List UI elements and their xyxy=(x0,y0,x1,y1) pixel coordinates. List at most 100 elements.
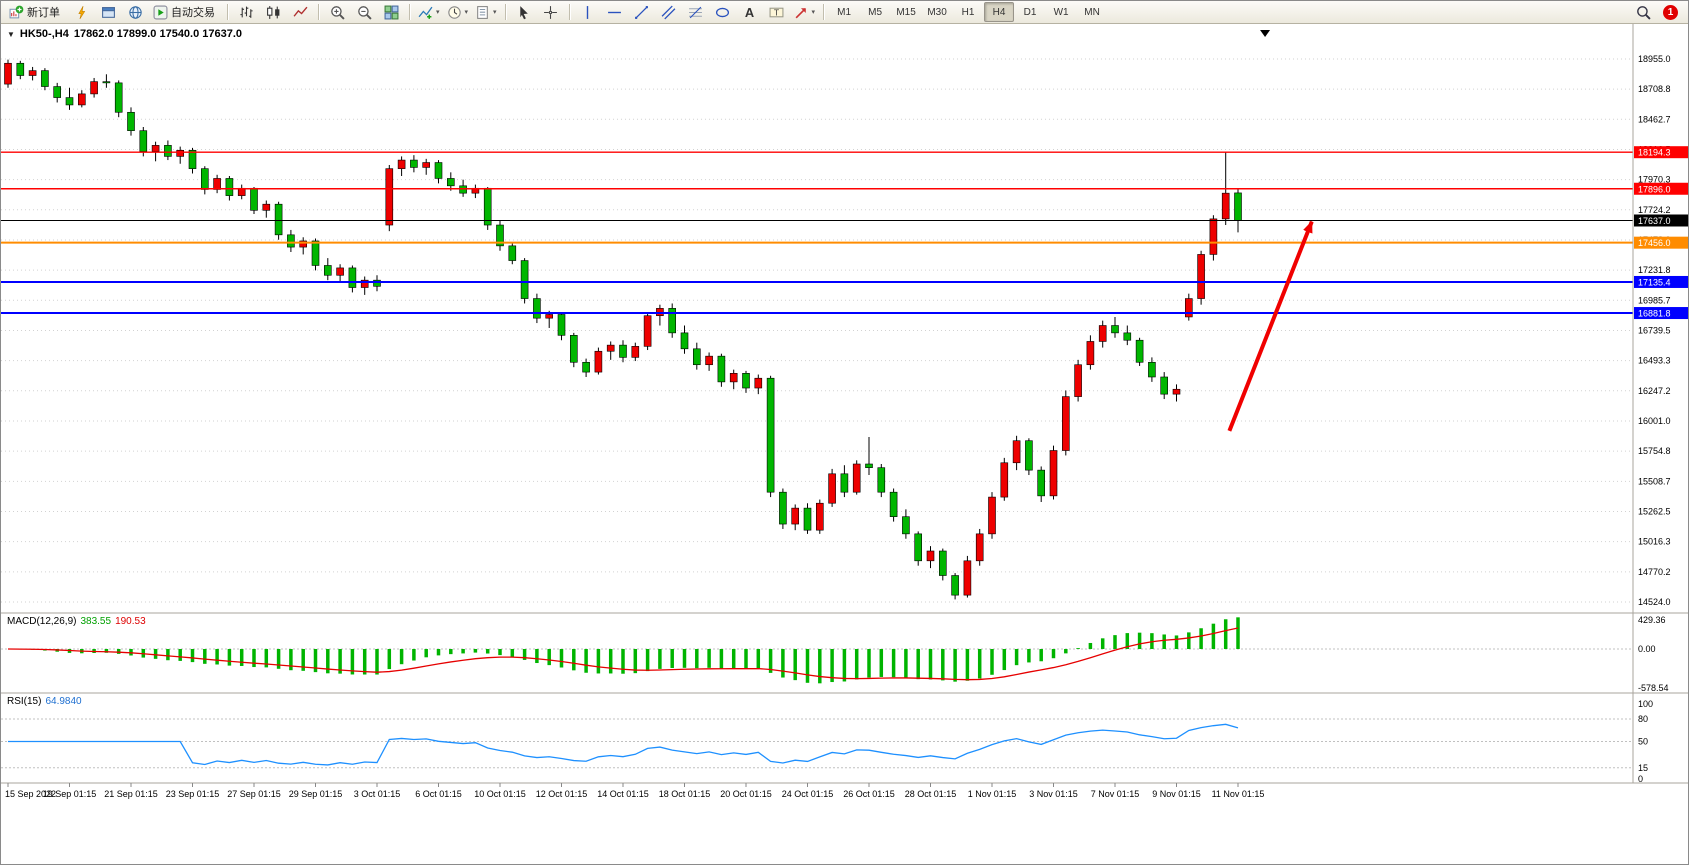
dropdown-caret-icon[interactable]: ▾ xyxy=(464,9,469,16)
candlestick-chart-button[interactable] xyxy=(260,1,286,23)
trendline-button[interactable] xyxy=(629,1,655,23)
price-axis-label: 17970.3 xyxy=(1638,175,1671,185)
chart-window-button[interactable] xyxy=(95,1,121,23)
text-button[interactable]: A xyxy=(737,1,763,23)
candle-body xyxy=(594,350,603,373)
candle-body xyxy=(188,149,197,169)
auto-trading-button[interactable]: 自动交易 xyxy=(149,1,222,23)
fibonacci-button[interactable] xyxy=(683,1,709,23)
arrows-button[interactable]: ▾ xyxy=(791,1,819,23)
notifications-badge[interactable]: 1 xyxy=(1663,4,1678,20)
vertical-line-button[interactable] xyxy=(575,1,601,23)
candle-body xyxy=(852,463,861,493)
text-icon: A xyxy=(742,5,757,20)
timeframe-h4-button[interactable]: H4 xyxy=(984,2,1015,22)
zoom-in-button[interactable] xyxy=(324,1,350,23)
time-axis-label: 7 Nov 01:15 xyxy=(1091,789,1140,799)
timeframe-m1-button[interactable]: M1 xyxy=(829,2,859,22)
channel-icon xyxy=(661,5,676,20)
candle-body xyxy=(705,355,713,366)
toolbar-right: 1 xyxy=(1630,1,1684,23)
candle-body xyxy=(619,344,627,358)
rsi-value: 64.9840 xyxy=(45,696,82,707)
chart-shift-marker[interactable] xyxy=(1260,30,1271,37)
vline-icon xyxy=(580,5,595,20)
candle-body xyxy=(877,467,886,493)
time-axis-label: 18 Oct 01:15 xyxy=(659,789,711,799)
time-axis-label: 23 Sep 01:15 xyxy=(166,789,220,799)
line-chart-button[interactable] xyxy=(287,1,313,23)
candle-body xyxy=(569,335,578,363)
candle-body xyxy=(1221,192,1230,220)
macd-signal-value: 190.53 xyxy=(115,616,146,627)
cursor-icon xyxy=(516,5,531,20)
horizontal-line-button[interactable] xyxy=(602,1,628,23)
svg-text:A: A xyxy=(745,5,754,20)
candle-body xyxy=(127,111,135,131)
crosshair-button[interactable] xyxy=(538,1,564,23)
time-axis-label: 26 Oct 01:15 xyxy=(843,789,895,799)
macd-title: MACD(12,26,9) xyxy=(7,616,77,627)
market-watch-button[interactable] xyxy=(122,1,148,23)
text-label-button[interactable]: T xyxy=(764,1,790,23)
hline-icon xyxy=(607,5,622,20)
cursor-button[interactable] xyxy=(511,1,537,23)
zoom-in-icon xyxy=(330,5,345,20)
time-axis-label: 21 Sep 01:15 xyxy=(104,789,158,799)
candles-icon xyxy=(266,5,281,20)
candle-body xyxy=(483,187,492,226)
candle-body xyxy=(410,159,418,168)
rsi-line xyxy=(8,723,1239,766)
macd-indicator-label: MACD(12,26,9) 383.55 190.53 xyxy=(7,616,146,627)
timeframe-h1-button-label: H1 xyxy=(961,6,975,18)
candle-body xyxy=(1074,364,1082,397)
indicators-list-button[interactable]: ▾ xyxy=(415,1,443,23)
candle-body xyxy=(1234,192,1242,221)
shapes-button[interactable] xyxy=(710,1,736,23)
candle-body xyxy=(1049,450,1058,497)
templates-button[interactable]: ▾ xyxy=(472,1,500,23)
candle-body xyxy=(446,178,455,187)
chart-menu-icon[interactable]: ▼ xyxy=(7,29,15,39)
timeframe-mn-button[interactable]: MN xyxy=(1077,2,1107,22)
equidistant-channel-button[interactable] xyxy=(656,1,682,23)
timeframe-m5-button[interactable]: M5 xyxy=(860,2,890,22)
rsi-title: RSI(15) xyxy=(7,696,42,707)
timeframe-m30-button[interactable]: M30 xyxy=(922,2,952,22)
new-order-button-label: 新订单 xyxy=(27,7,60,19)
bar-chart-button[interactable] xyxy=(233,1,259,23)
candle-body xyxy=(545,314,554,319)
dropdown-caret-icon[interactable]: ▾ xyxy=(493,9,497,16)
chart-area[interactable]: 18955.018708.818462.718216.517970.317724… xyxy=(1,24,1689,865)
search-button[interactable] xyxy=(1630,1,1656,23)
time-axis-label: 9 Nov 01:15 xyxy=(1152,789,1201,799)
timeframe-d1-button[interactable]: D1 xyxy=(1015,2,1045,22)
chart-canvas[interactable]: 18955.018708.818462.718216.517970.317724… xyxy=(1,24,1689,865)
candle-body xyxy=(914,533,923,562)
timeframe-m15-button[interactable]: M15 xyxy=(891,2,921,22)
rsi-axis-label: 100 xyxy=(1638,699,1653,709)
candle-body xyxy=(213,178,221,190)
time-axis-label: 27 Sep 01:15 xyxy=(227,789,281,799)
candle-body xyxy=(631,346,640,358)
dropdown-caret-icon[interactable]: ▾ xyxy=(436,9,440,16)
time-axis-label: 6 Oct 01:15 xyxy=(415,789,462,799)
tile-windows-button[interactable] xyxy=(378,1,404,23)
timeframe-m30-button-label: M30 xyxy=(927,6,947,18)
zoom-out-button[interactable] xyxy=(351,1,377,23)
auto-trading-button-label: 自动交易 xyxy=(171,7,215,19)
new-order-button[interactable]: 新订单 xyxy=(5,1,67,23)
timeframe-h1-button[interactable]: H1 xyxy=(953,2,983,22)
periods-button[interactable]: ▾ xyxy=(444,1,472,23)
candle-body xyxy=(865,463,873,468)
candle-body xyxy=(4,62,12,85)
candle-body xyxy=(791,507,800,525)
dropdown-caret-icon[interactable]: ▾ xyxy=(811,9,816,16)
price-axis-label: 14770.2 xyxy=(1638,567,1671,577)
expert-advisors-button[interactable] xyxy=(68,1,94,23)
candle-body xyxy=(348,267,357,288)
candle-body xyxy=(176,149,184,157)
price-tag-label: 17135.4 xyxy=(1638,277,1671,287)
trend-arrow[interactable] xyxy=(1227,220,1314,432)
timeframe-w1-button[interactable]: W1 xyxy=(1046,2,1076,22)
